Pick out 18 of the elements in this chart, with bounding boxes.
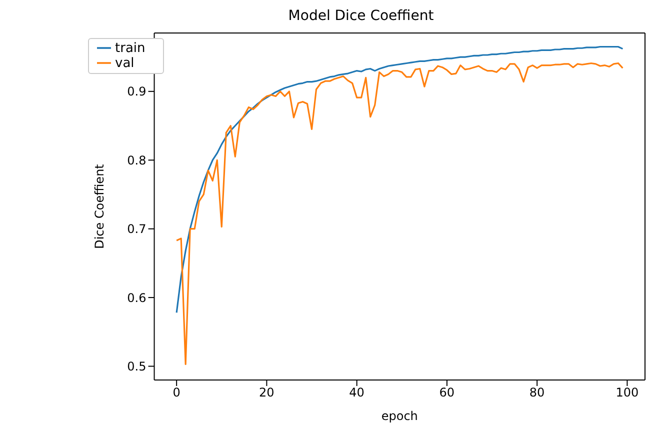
x-tick-label: 40 [349,386,364,400]
x-tick-label: 20 [259,386,274,400]
chart-title: Model Dice Coeffient [287,8,435,26]
y-tick-label: 0.6 [127,290,146,305]
legend-label: train [115,41,146,56]
x-tick-label: 100 [616,386,639,400]
x-tick-label: 0 [172,386,180,400]
x-axis-title: epoch [381,409,418,423]
y-tick-label: 0.8 [127,153,146,168]
x-tick-label: 60 [439,386,455,400]
y-tick-label: 0.5 [127,360,146,374]
legend-label: val [115,56,134,71]
line-series [176,62,624,365]
x-tick-label: 80 [529,386,545,400]
y-tick-label: 0.9 [127,84,146,99]
y-tick-label: 0.7 [127,222,146,236]
y-axis-title: Dice Coeffient [92,164,107,249]
line-series [176,46,624,314]
